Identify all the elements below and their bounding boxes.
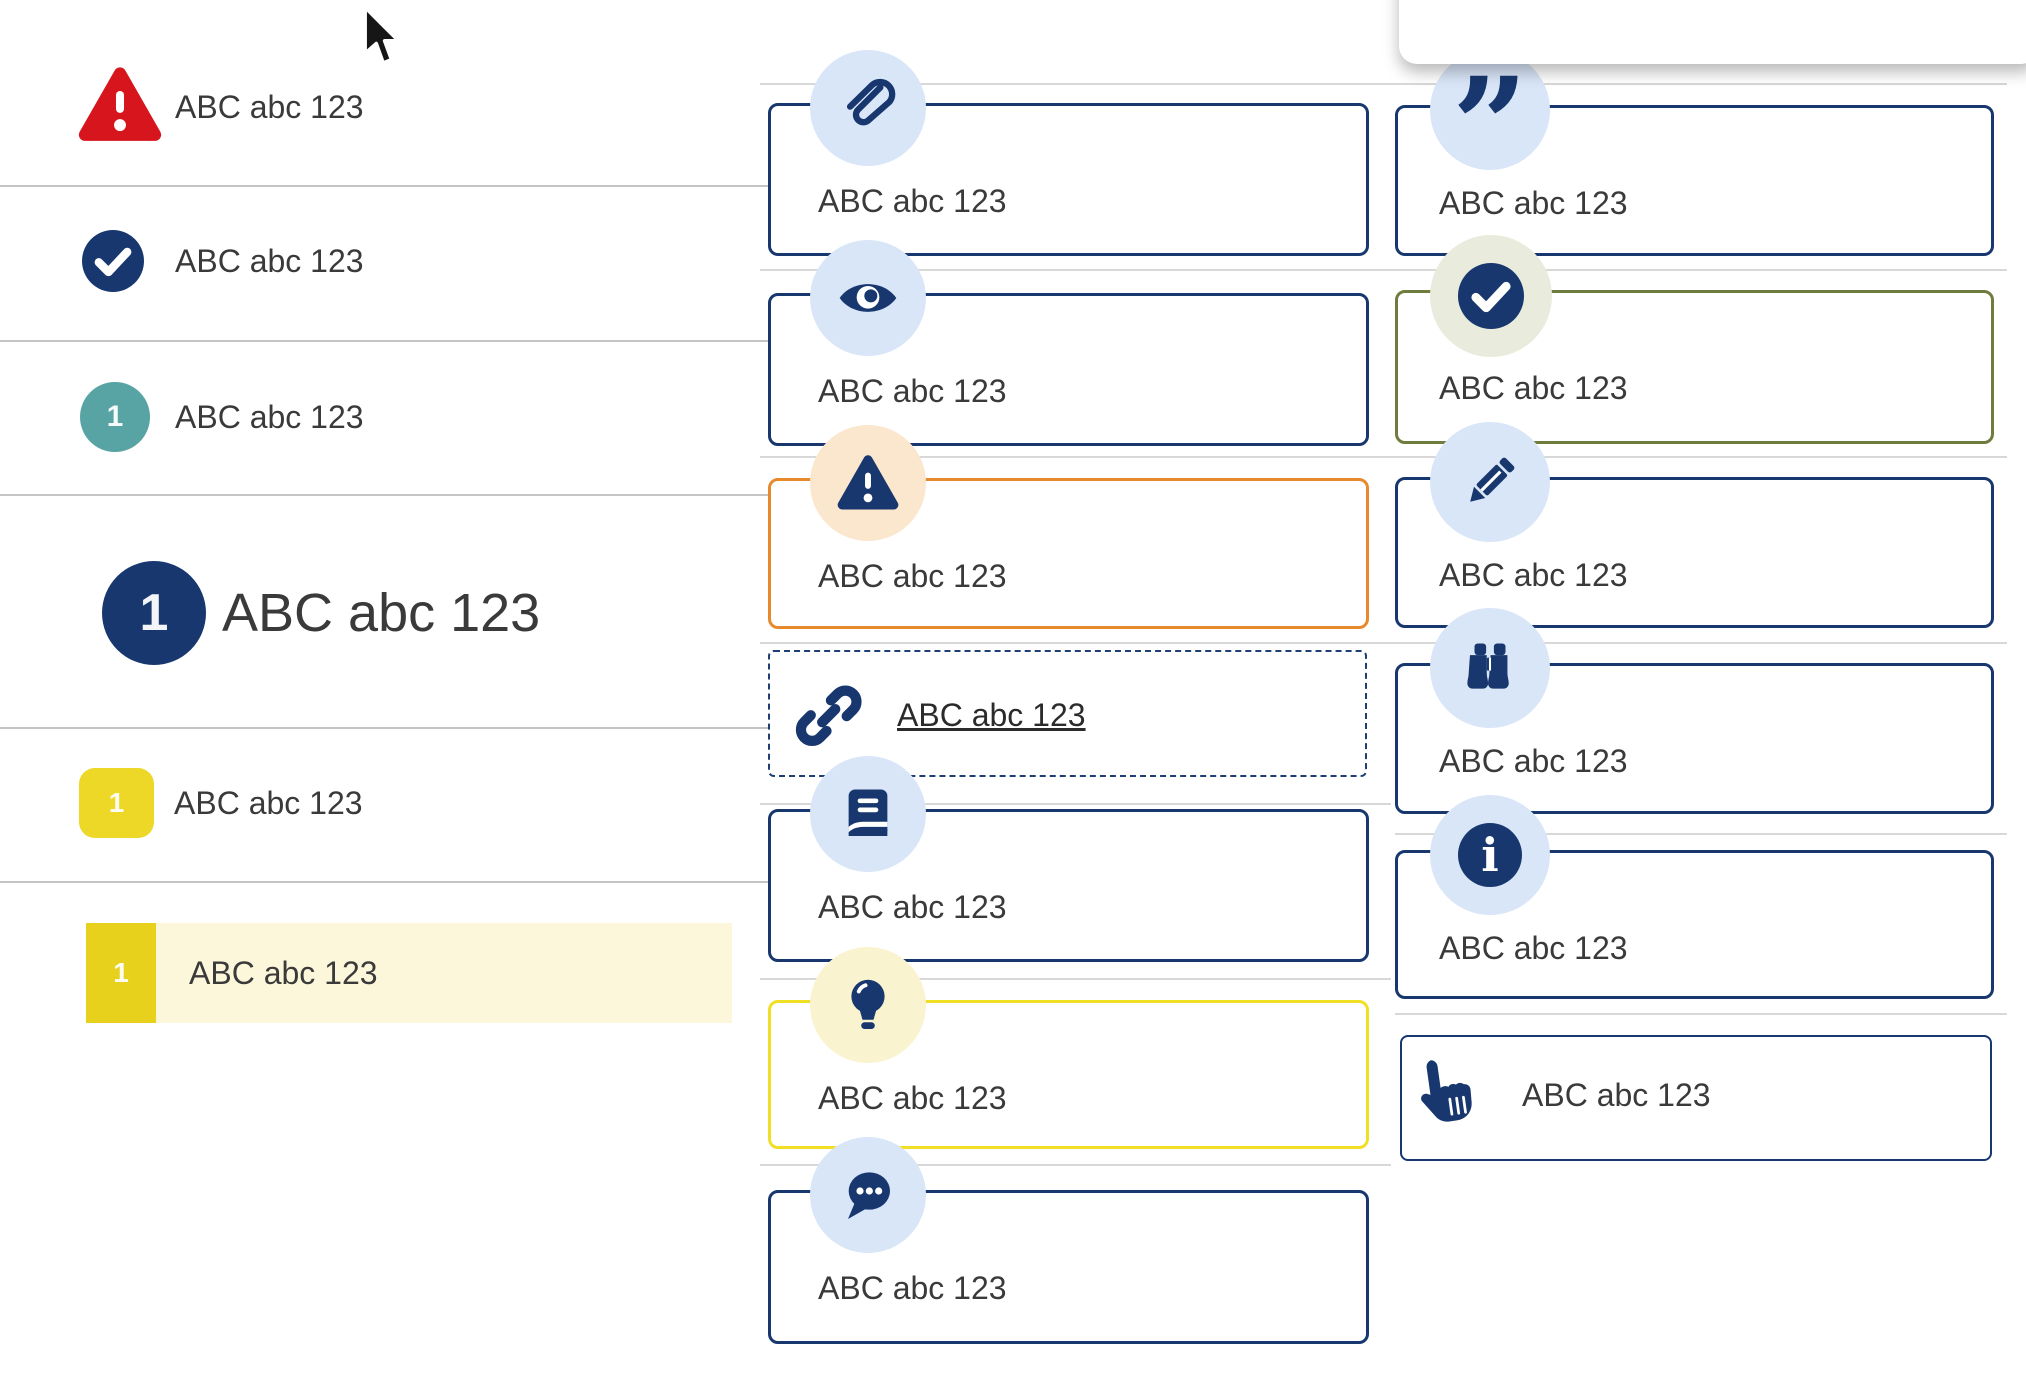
callout-text: ABC abc 123	[818, 889, 1007, 925]
book-icon	[810, 756, 926, 872]
callout-text: ABC abc 123	[818, 1270, 1007, 1306]
info-icon: i	[1430, 795, 1550, 915]
mouse-cursor	[362, 6, 410, 70]
callout-action	[1400, 1035, 1992, 1161]
eye-icon	[810, 240, 926, 356]
paperclip-icon	[810, 50, 926, 166]
list-item-label: ABC abc 123	[174, 785, 363, 821]
divider	[1395, 1013, 2007, 1015]
callout-text: ABC abc 123	[1439, 743, 1628, 779]
callout-text: ABC abc 123	[818, 558, 1007, 594]
pencil-icon	[1430, 422, 1550, 542]
divider	[0, 494, 768, 496]
divider	[0, 340, 768, 342]
check-circle-icon	[1430, 235, 1552, 357]
chat-icon	[810, 1137, 926, 1253]
warning-triangle-icon	[810, 425, 926, 541]
callout-link	[768, 650, 1367, 777]
navy-number-badge-large: 1	[102, 561, 206, 665]
divider	[0, 881, 768, 883]
divider	[760, 456, 2007, 458]
callout-text: ABC abc 123	[1439, 370, 1628, 406]
divider	[0, 727, 768, 729]
callout-text: ABC abc 123	[1522, 1077, 1711, 1113]
warning-triangle-icon	[78, 66, 162, 144]
divider	[760, 1164, 1391, 1166]
callout-text: ABC abc 123	[818, 1080, 1007, 1116]
divider	[760, 269, 2007, 271]
info-inner-circle: i	[1458, 823, 1522, 887]
panel-card-edge	[1399, 0, 2026, 64]
divider	[760, 83, 2007, 85]
binoculars-icon	[1430, 608, 1550, 728]
callout-text: ABC abc 123	[1439, 557, 1628, 593]
hand-pointer-icon	[1414, 1052, 1480, 1136]
callout-text: ABC abc 123	[818, 183, 1007, 219]
callout-link-text[interactable]: ABC abc 123	[897, 697, 1086, 733]
list-item-label: ABC abc 123	[175, 399, 364, 435]
callout-text: ABC abc 123	[1439, 185, 1628, 221]
teal-number-badge: 1	[80, 382, 150, 452]
link-icon	[793, 676, 863, 754]
callout-text: ABC abc 123	[818, 373, 1007, 409]
yellow-number-tab: 1	[86, 923, 156, 1023]
callout-attachment	[768, 103, 1369, 256]
yellow-number-badge: 1	[79, 768, 154, 838]
highlighted-list-row[interactable]	[86, 923, 732, 1023]
quote-icon: ”	[1430, 50, 1550, 193]
divider	[1395, 833, 2007, 835]
list-item-label: ABC abc 123	[175, 89, 364, 125]
list-item-label: ABC abc 123	[189, 955, 378, 991]
list-item-label: ABC abc 123	[175, 243, 364, 279]
list-item-label-large: ABC abc 123	[222, 583, 541, 643]
callout-text: ABC abc 123	[1439, 930, 1628, 966]
divider	[0, 185, 768, 187]
lightbulb-icon	[810, 947, 926, 1063]
divider	[760, 978, 1391, 980]
check-circle-icon	[82, 230, 144, 292]
divider	[760, 642, 2007, 644]
divider	[760, 803, 1391, 805]
